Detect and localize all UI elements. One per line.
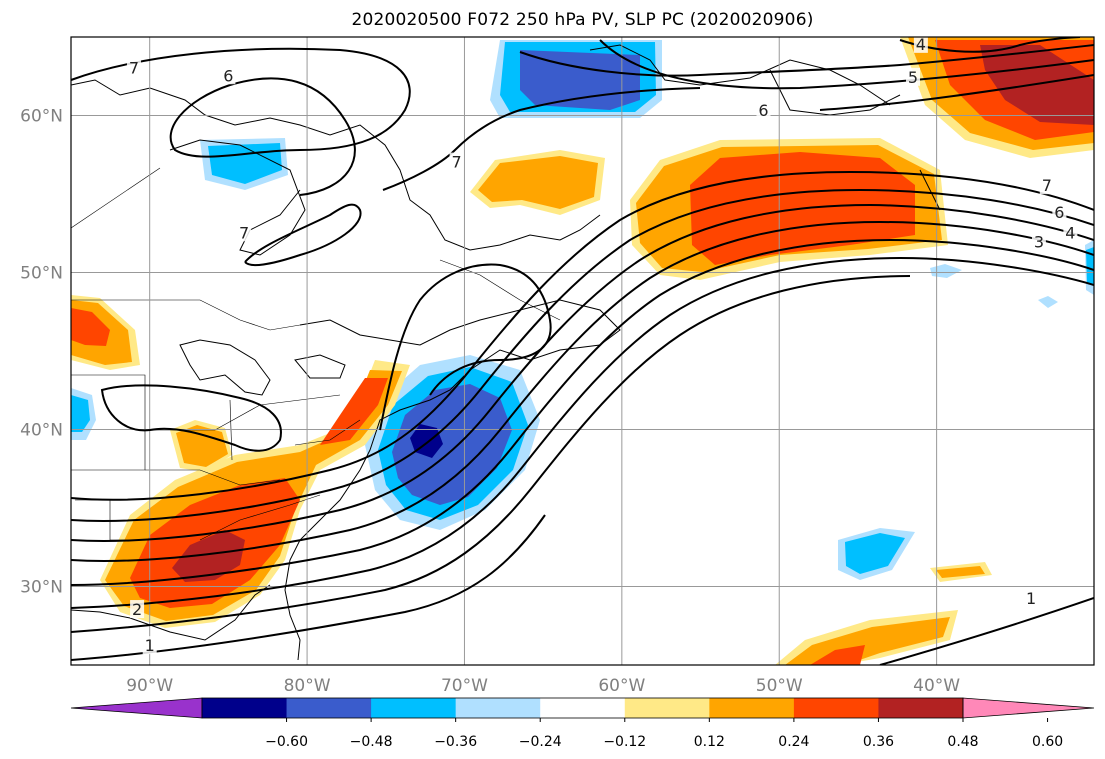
contour-label: 4 [1065, 223, 1075, 242]
slp-contour [71, 170, 1094, 501]
contour-label-halo [756, 100, 771, 119]
contour-label: 7 [451, 153, 461, 172]
coastlines [71, 44, 941, 661]
colorbar-swatch [709, 698, 795, 718]
colorbar-tick-label: −0.48 [350, 734, 393, 750]
contour-label: 6 [1054, 203, 1064, 222]
contour-label-halo [221, 66, 236, 85]
contour-label: 1 [1026, 589, 1036, 608]
slp-contour [71, 47, 411, 151]
slp-contour [879, 597, 1094, 665]
contour-label: 7 [239, 223, 249, 242]
slp-contour [599, 39, 1094, 90]
longitude-tick-label: 40°W [913, 676, 960, 696]
colorbar-swatch [455, 698, 541, 718]
colorbar-swatch [540, 698, 626, 718]
contour-label: 1 [145, 636, 155, 655]
colorbar-extension-low [70, 697, 203, 719]
slp-contour [71, 188, 1094, 522]
contour-label: 2 [132, 600, 142, 619]
contour-label-halo [913, 37, 928, 53]
contour-label-halo [1031, 232, 1046, 251]
slp-contour [100, 384, 282, 452]
contour-label: 6 [758, 101, 768, 120]
slp-contour [519, 44, 1094, 77]
colorbar-tick-label: −0.12 [603, 734, 646, 750]
latitude-tick-label: 60°N [20, 107, 63, 127]
slp-contour [71, 238, 1094, 586]
slp-contour [169, 77, 356, 196]
contour-label-halo [1063, 223, 1078, 242]
colorbar-tick-label: 0.48 [947, 734, 978, 750]
political-borders [71, 167, 561, 541]
contour-label: 7 [129, 58, 139, 77]
longitude-tick-label: 60°W [598, 676, 645, 696]
map-frame [70, 36, 1095, 666]
colorbar-swatch [371, 698, 457, 718]
contour-label-halo [130, 600, 145, 619]
contour-label-halo [1024, 589, 1039, 608]
latitude-tick-label: 40°N [20, 421, 63, 441]
slp-contour [819, 74, 1094, 111]
contour-label-halo [906, 67, 921, 86]
slp-contours [71, 37, 1094, 665]
colorbar-tick-label: 0.36 [863, 734, 894, 750]
contour-label-halo [237, 223, 252, 242]
colorbar-tick-label: 0.60 [1032, 734, 1063, 750]
latitude-tick-label: 50°N [20, 264, 63, 284]
colorbar-swatch [202, 698, 288, 718]
slp-contour [71, 203, 1094, 542]
colorbar-swatch [878, 698, 964, 718]
colorbar [70, 697, 1095, 719]
slp-contour [244, 203, 362, 267]
colorbar-tick-label: −0.36 [434, 734, 477, 750]
colorbar-outline [201, 697, 964, 719]
colorbar-tick-label: −0.24 [519, 734, 562, 750]
colorbar-tick-label: 0.12 [694, 734, 725, 750]
slp-contour [379, 263, 552, 431]
contour-label: 5 [908, 68, 918, 87]
colorbar-extension-high [962, 697, 1095, 719]
contour-label: 7 [1042, 176, 1052, 195]
longitude-tick-labels: 90°W 80°W 70°W 60°W 50°W 40°W [126, 676, 960, 696]
pv-max-southeast [172, 530, 245, 582]
slp-contour [71, 275, 911, 633]
contour-label-halo [1052, 202, 1067, 221]
map-title: 2020020500 F072 250 hPa PV, SLP PC (2020… [351, 10, 814, 30]
contour-label: 4 [916, 35, 926, 54]
colorbar-swatch [286, 698, 372, 718]
contour-label: 3 [1034, 233, 1044, 252]
colorbar-tick-labels: −0.60 −0.48 −0.36 −0.24 −0.12 0.12 0.24 0.36 0.4… [265, 718, 1063, 750]
longitude-tick-label: 70°W [441, 676, 488, 696]
latitude-tick-label: 30°N [20, 578, 63, 598]
colorbar-tick-label: −0.60 [265, 734, 308, 750]
contour-label: 6 [223, 66, 233, 85]
colorbar-tick-label: 0.24 [778, 734, 809, 750]
colorbar-swatch [793, 698, 879, 718]
longitude-tick-label: 80°W [284, 676, 331, 696]
contour-label-halo [449, 152, 464, 171]
slp-contour [71, 256, 1094, 609]
longitude-tick-label: 90°W [126, 676, 173, 696]
colorbar-swatch [624, 698, 710, 718]
contour-label-halo [142, 636, 157, 655]
slp-contour [71, 514, 546, 661]
slp-contour [71, 220, 1094, 562]
latitude-tick-labels: 30°N 40°N 50°N 60°N [20, 107, 63, 598]
longitude-tick-label: 50°W [756, 676, 803, 696]
slp-contour [382, 87, 701, 191]
contour-label-halo [1039, 176, 1054, 195]
contour-label-halo [126, 58, 141, 77]
